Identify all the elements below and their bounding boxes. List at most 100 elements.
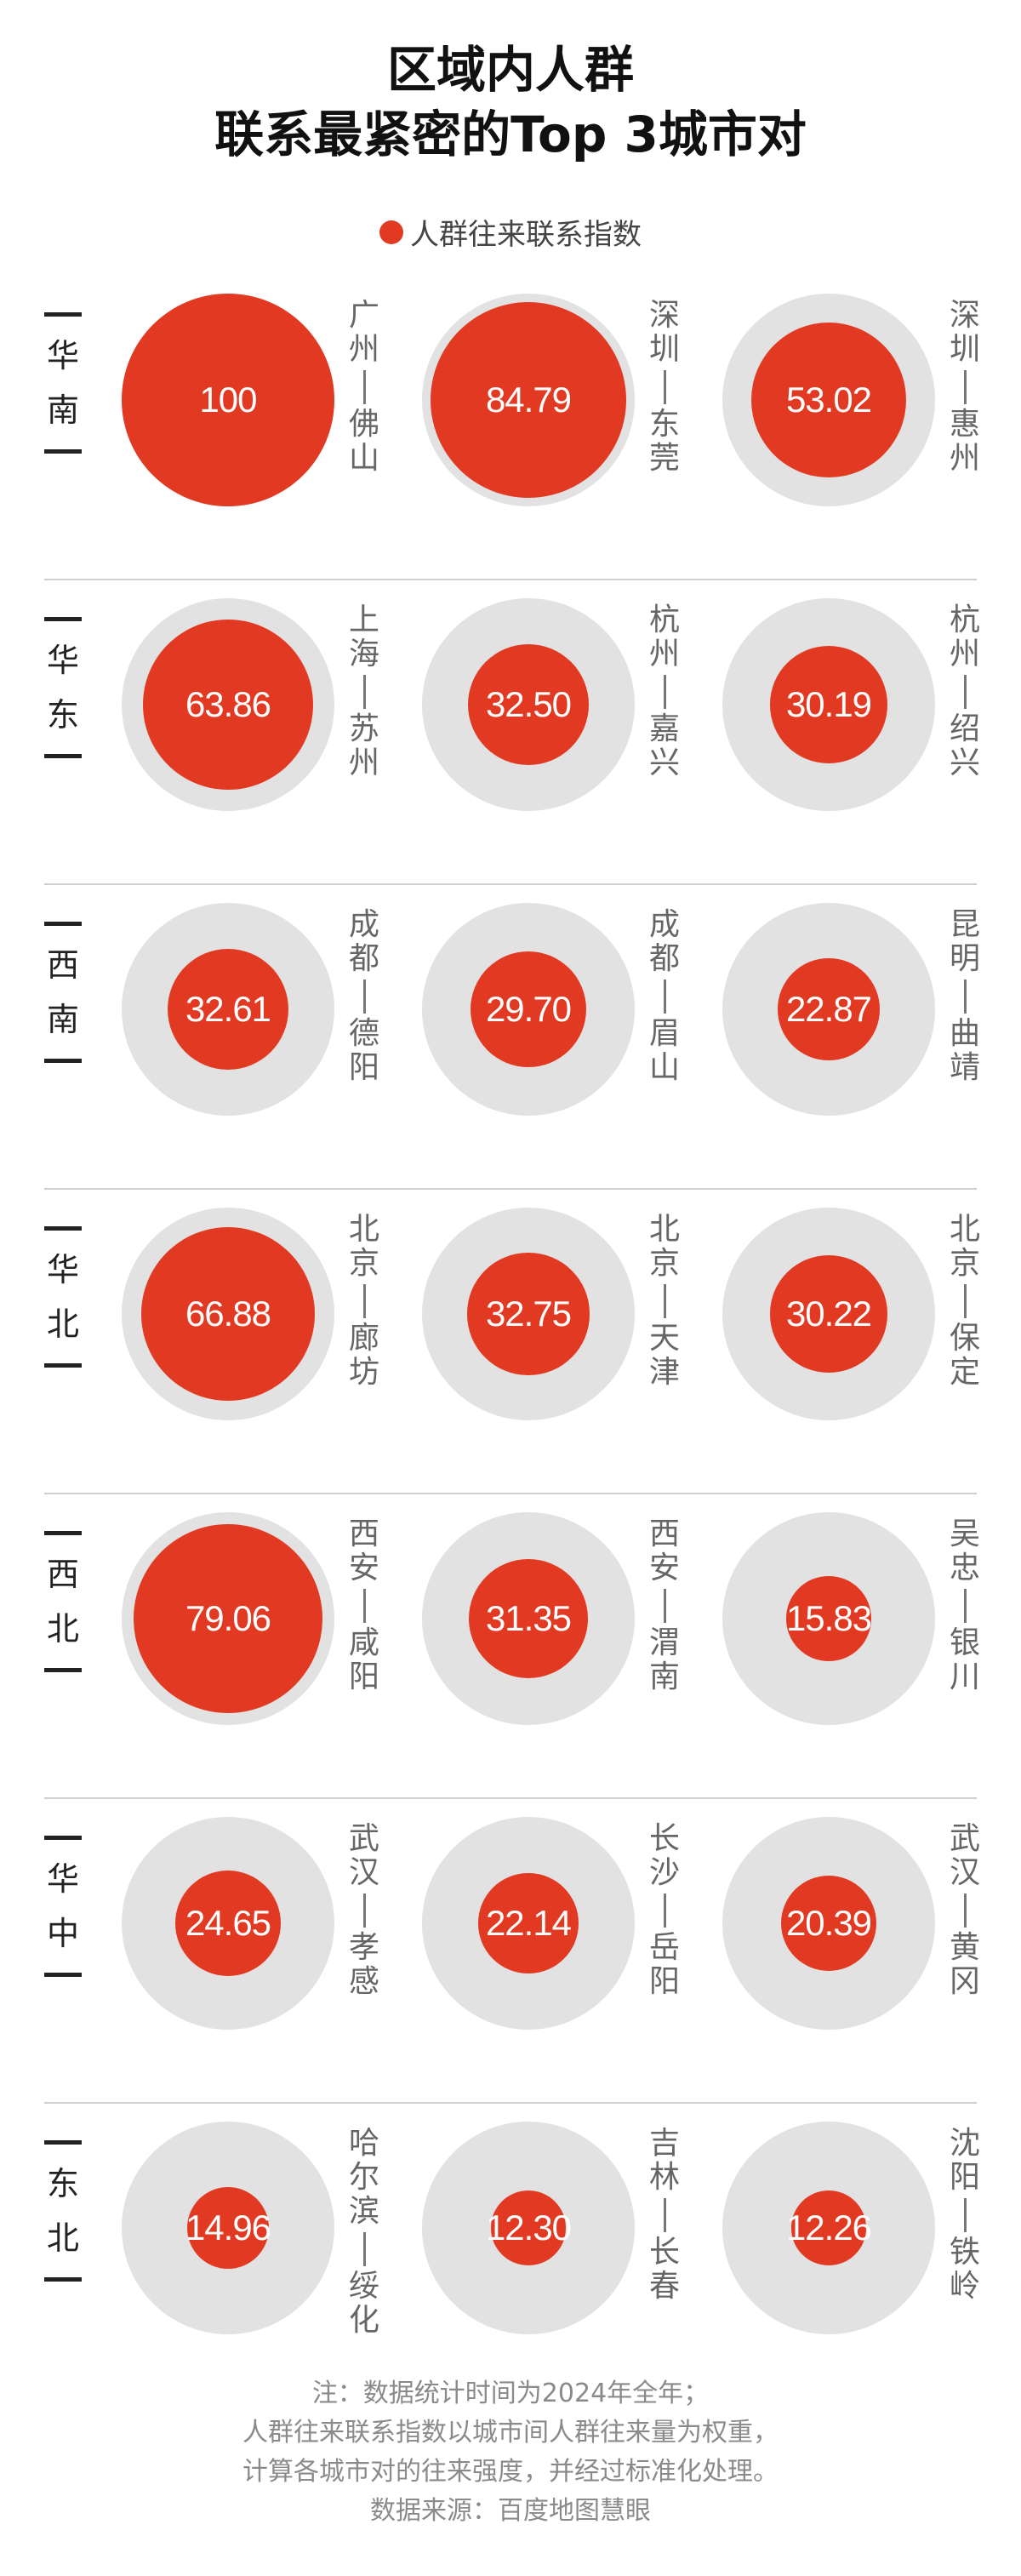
pair-separator xyxy=(963,370,967,404)
region-bar-top xyxy=(44,312,82,317)
region-bar-top xyxy=(44,1836,82,1840)
city-pair-label: 成都德阳 xyxy=(345,908,384,1085)
pair-separator xyxy=(362,1284,366,1318)
bubble-value-circle xyxy=(467,1253,590,1375)
legend: 人群往来联系指数 xyxy=(0,211,1021,253)
bubble-value-circle xyxy=(186,2186,270,2270)
city-a: 上海 xyxy=(348,603,379,671)
row-divider xyxy=(44,1797,977,1799)
pair-separator xyxy=(663,980,666,1014)
region-label-5: 华中 xyxy=(37,1836,88,1977)
pair-separator xyxy=(663,1284,666,1318)
region-bar-bottom xyxy=(44,449,82,454)
city-b: 德阳 xyxy=(348,1016,379,1085)
bubble-value-circle xyxy=(770,646,887,763)
city-pair-label: 北京廊坊 xyxy=(345,1213,384,1390)
pair-separator xyxy=(663,1589,666,1623)
region-name: 华中 xyxy=(46,1860,79,1952)
region-bar-bottom xyxy=(44,1668,82,1672)
city-a: 沈阳 xyxy=(949,2126,980,2195)
city-pair-label: 吴忠银川 xyxy=(945,1517,984,1694)
legend-dot-icon xyxy=(379,220,403,244)
region-bar-top xyxy=(44,1226,82,1231)
chart-title: 区域内人群 联系最紧密的Top 3城市对 xyxy=(0,37,1021,167)
city-b: 苏州 xyxy=(348,711,379,780)
region-bar-bottom xyxy=(44,754,82,758)
city-b: 曲靖 xyxy=(949,1016,980,1085)
city-pair-label: 吉林长春 xyxy=(645,2127,684,2304)
bubble-value-label: 79.06 xyxy=(185,1598,271,1638)
bubble-value-label: 24.65 xyxy=(185,1903,271,1943)
city-pair-label: 西安咸阳 xyxy=(345,1517,384,1694)
bubble-value-circle xyxy=(780,1875,877,1972)
city-pair-label: 深圳东莞 xyxy=(645,299,684,476)
city-b: 岳阳 xyxy=(648,1930,680,1999)
city-a: 西安 xyxy=(348,1516,379,1585)
region-name: 西南 xyxy=(46,946,79,1038)
region-bar-bottom xyxy=(44,1363,82,1368)
bubble-value-circle xyxy=(167,948,289,1071)
bubble-value-label: 20.39 xyxy=(785,1903,872,1943)
bubble-value-circle xyxy=(770,1255,887,1373)
bubble-value-circle xyxy=(143,620,313,790)
bubble-value-circle xyxy=(750,322,906,477)
city-b: 渭南 xyxy=(648,1625,680,1694)
bubble-value-label: 12.30 xyxy=(485,2208,572,2248)
city-a: 武汉 xyxy=(348,1821,379,1890)
bubble-value-circle xyxy=(791,2190,866,2265)
bubble-value-circle xyxy=(469,1559,588,1678)
city-pair-label: 成都眉山 xyxy=(645,908,684,1085)
pair-separator xyxy=(362,980,366,1014)
city-b: 绥化 xyxy=(348,2269,379,2338)
bubble-value-label: 63.86 xyxy=(185,684,271,724)
footnote: 注：数据统计时间为2024年全年； 人群往来联系指数以城市间人群往来量为权重， … xyxy=(0,2374,1021,2531)
region-label-4: 西北 xyxy=(37,1531,88,1672)
region-bar-top xyxy=(44,2140,82,2145)
region-bar-bottom xyxy=(44,1059,82,1063)
city-a: 武汉 xyxy=(949,1821,980,1890)
city-b: 银川 xyxy=(949,1625,980,1694)
city-b: 惠州 xyxy=(949,407,980,476)
bubble-value-circle xyxy=(140,1226,316,1402)
region-name: 西北 xyxy=(46,1556,79,1648)
city-b: 长春 xyxy=(648,2235,680,2304)
region-name: 华东 xyxy=(46,642,79,734)
pair-separator xyxy=(963,675,967,709)
bubble-value-label: 30.22 xyxy=(785,1294,872,1334)
region-bar-top xyxy=(44,922,82,926)
bubble-value-label: 66.88 xyxy=(185,1294,271,1334)
city-a: 杭州 xyxy=(949,603,980,671)
bubble-value-circle xyxy=(122,294,334,506)
bubble-value-label: 53.02 xyxy=(785,380,872,420)
city-pair-label: 武汉黄冈 xyxy=(945,1822,984,1999)
region-bar-top xyxy=(44,1531,82,1535)
pair-separator xyxy=(663,675,666,709)
note-line-1: 注：数据统计时间为2024年全年； xyxy=(311,2379,710,2408)
city-a: 北京 xyxy=(949,1212,980,1281)
region-bar-bottom xyxy=(44,2277,82,2282)
city-a: 杭州 xyxy=(648,603,680,671)
city-pair-label: 杭州绍兴 xyxy=(945,603,984,780)
pair-separator xyxy=(963,1893,967,1928)
bubble-value-label: 14.96 xyxy=(185,2208,271,2248)
bubble-value-label: 32.50 xyxy=(485,684,572,724)
city-b: 佛山 xyxy=(348,407,379,476)
city-a: 哈尔滨 xyxy=(348,2126,379,2229)
pair-separator xyxy=(963,2198,967,2232)
pair-separator xyxy=(362,2232,366,2266)
city-b: 绍兴 xyxy=(949,711,980,780)
bubble-value-label: 84.79 xyxy=(485,380,572,420)
pair-separator xyxy=(663,1893,666,1928)
city-b: 黄冈 xyxy=(949,1930,980,1999)
bubble-value-label: 32.61 xyxy=(185,989,271,1029)
pair-separator xyxy=(963,1589,967,1623)
pair-separator xyxy=(362,1589,366,1623)
region-label-2: 西南 xyxy=(37,922,88,1063)
region-name: 华北 xyxy=(46,1251,79,1343)
region-label-1: 华东 xyxy=(37,617,88,758)
row-divider xyxy=(44,883,977,885)
pair-separator xyxy=(362,370,366,404)
row-divider xyxy=(44,579,977,580)
bubble-value-label: 100 xyxy=(199,380,257,420)
city-b: 东莞 xyxy=(648,407,680,476)
